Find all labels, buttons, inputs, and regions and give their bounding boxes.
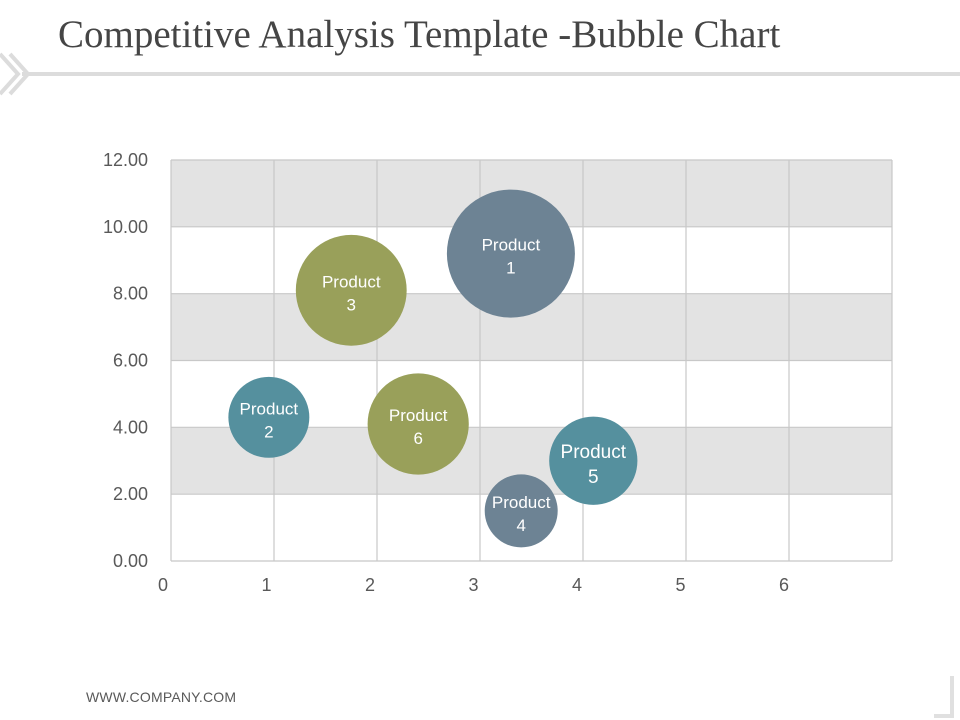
bubble-product-3: Product 3 (295, 234, 407, 346)
bubble-label: 4 (516, 516, 525, 535)
double-chevron-icon (0, 52, 31, 96)
x-tick-label: 1 (261, 575, 271, 595)
bubble-circle (446, 189, 575, 318)
y-tick-label: 2.00 (113, 484, 148, 504)
bubble-chart: 0.00 2.00 4.00 6.00 8.00 10.00 12.00 0 1 2 3 4 5 6 P… (103, 150, 893, 595)
bubble-label: 1 (506, 259, 515, 278)
bubble-label: 6 (413, 429, 422, 448)
bubble-circle (549, 416, 638, 505)
x-tick-label: 3 (468, 575, 478, 595)
y-tick-label: 10.00 (103, 217, 148, 237)
bubble-label: 3 (347, 295, 356, 314)
bubble-label: Product (322, 272, 381, 291)
bubble-label: Product (389, 406, 448, 425)
bubble-product-5: Product 5 (549, 416, 638, 505)
y-tick-label: 4.00 (113, 417, 148, 437)
bubble-circle (484, 474, 558, 548)
x-tick-label: 5 (675, 575, 685, 595)
y-tick-label: 6.00 (113, 351, 148, 371)
slide-title: Competitive Analysis Template -Bubble Ch… (58, 13, 781, 56)
bubble-product-1: Product 1 (446, 189, 575, 318)
bubble-label: Product (482, 236, 541, 255)
y-tick-label: 12.00 (103, 150, 148, 170)
bubble-circle (295, 234, 407, 346)
bubble-label: 5 (588, 467, 599, 488)
corner-bracket-icon (934, 676, 954, 718)
x-tick-label: 2 (365, 575, 375, 595)
y-tick-label: 8.00 (113, 284, 148, 304)
x-tick-label: 4 (572, 575, 582, 595)
bubble-label: Product (240, 399, 299, 418)
bubble-product-6: Product 6 (367, 373, 469, 475)
title-divider (22, 72, 960, 76)
bubble-product-4: Product 4 (484, 474, 558, 548)
bubble-label: Product (492, 493, 551, 512)
bubble-circle (367, 373, 469, 475)
bubble-label: 2 (264, 422, 273, 441)
bubble-product-2: Product 2 (228, 376, 310, 458)
bubble-label: Product (561, 442, 627, 463)
company-website: WWW.COMPANY.COM (86, 689, 237, 705)
y-tick-label: 0.00 (113, 551, 148, 571)
x-tick-label: 6 (779, 575, 789, 595)
bubble-circle (228, 376, 310, 458)
x-tick-label: 0 (158, 575, 168, 595)
